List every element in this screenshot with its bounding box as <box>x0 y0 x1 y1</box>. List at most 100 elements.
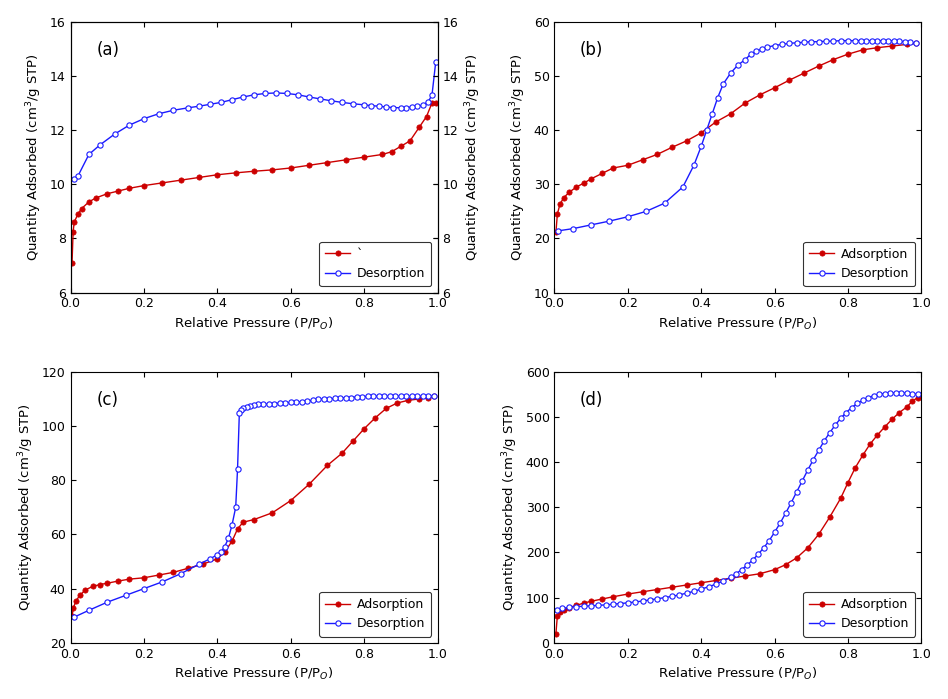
Desorption <box>622 212 633 221</box>
Desorption <box>427 91 438 99</box>
Desorption <box>813 38 825 46</box>
Desorption <box>182 103 193 112</box>
Desorption <box>739 55 751 64</box>
` <box>123 184 135 192</box>
Desorption <box>861 36 872 45</box>
Desorption <box>877 36 888 45</box>
Desorption <box>356 393 368 401</box>
Adsorption <box>555 200 566 208</box>
Desorption <box>701 126 712 134</box>
Adsorption <box>696 579 707 587</box>
Desorption <box>109 130 120 138</box>
Desorption <box>688 161 700 169</box>
Desorption <box>319 395 330 403</box>
Desorption <box>248 91 260 99</box>
Desorption <box>904 38 916 46</box>
Desorption <box>138 115 150 123</box>
Adsorption <box>739 99 751 107</box>
Desorption <box>677 182 688 191</box>
Adsorption <box>370 414 381 422</box>
Adsorption <box>666 583 678 591</box>
Adsorption <box>403 396 414 405</box>
Desorption <box>94 140 105 149</box>
Desorption <box>395 103 407 112</box>
Legend: Adsorption, Desorption: Adsorption, Desorption <box>319 592 431 637</box>
Desorption <box>791 38 802 47</box>
Desorption <box>910 39 921 48</box>
Desorption <box>553 226 564 235</box>
` <box>421 113 432 121</box>
` <box>427 99 438 107</box>
Desorption <box>428 392 440 401</box>
Adsorption <box>101 579 113 587</box>
Adsorption <box>901 403 912 411</box>
Legend: Adsorption, Desorption: Adsorption, Desorption <box>803 592 915 637</box>
Desorption <box>776 41 788 49</box>
Desorption <box>337 99 348 107</box>
` <box>76 204 87 212</box>
Desorption <box>849 36 861 45</box>
` <box>175 176 187 185</box>
Desorption <box>401 103 412 112</box>
Desorption <box>83 150 95 159</box>
Desorption <box>641 207 652 215</box>
Adsorption <box>755 570 766 578</box>
Desorption <box>417 101 428 109</box>
Adsorption <box>68 603 80 612</box>
Adsorption <box>813 62 825 71</box>
Adsorption <box>123 575 135 584</box>
Adsorption <box>423 394 434 402</box>
` <box>386 147 397 156</box>
Desorption <box>751 48 762 56</box>
Desorption <box>303 93 315 101</box>
Adsorption <box>886 42 898 50</box>
Desorption <box>712 94 723 102</box>
Adsorption <box>285 496 297 505</box>
Line: Desorption: Desorption <box>556 38 919 233</box>
` <box>67 227 79 236</box>
Desorption <box>168 106 179 115</box>
Adsorption <box>337 449 348 457</box>
` <box>101 189 113 198</box>
Desorption <box>358 101 370 109</box>
Adsorption <box>739 572 751 580</box>
Desorption <box>260 89 271 98</box>
Desorption <box>896 389 907 397</box>
` <box>430 99 442 107</box>
Adsorption <box>681 137 692 145</box>
Adsorption <box>197 560 209 568</box>
` <box>138 182 150 190</box>
Adsorption <box>571 601 582 610</box>
Text: (b): (b) <box>580 41 604 59</box>
Desorption <box>659 593 670 602</box>
Adsorption <box>248 515 260 524</box>
Adsorption <box>725 110 737 118</box>
Adsorption <box>380 404 392 412</box>
Desorption <box>784 39 795 48</box>
Desorption <box>871 36 883 45</box>
Adsorption <box>755 91 766 99</box>
Desorption <box>395 392 407 401</box>
Adsorption <box>798 69 810 78</box>
Desorption <box>901 389 912 397</box>
Adsorption <box>802 544 813 552</box>
Adsorption <box>849 463 861 472</box>
Adsorption <box>153 571 164 579</box>
Adsorption <box>843 478 854 487</box>
Desorption <box>857 396 868 405</box>
Desorption <box>888 37 900 45</box>
Adsorption <box>428 392 440 401</box>
Text: (a): (a) <box>97 41 119 59</box>
Desorption <box>732 61 743 69</box>
Desorption <box>725 69 737 78</box>
Desorption <box>900 38 911 46</box>
Desorption <box>292 91 303 99</box>
Adsorption <box>563 188 574 196</box>
Desorption <box>430 58 442 66</box>
Desorption <box>873 390 884 398</box>
Y-axis label: Quantity Adsorbed (cm$^3$/g STP): Quantity Adsorbed (cm$^3$/g STP) <box>25 53 45 261</box>
Adsorption <box>784 76 795 85</box>
` <box>285 164 297 172</box>
Adsorption <box>710 576 721 584</box>
Desorption <box>237 93 248 101</box>
